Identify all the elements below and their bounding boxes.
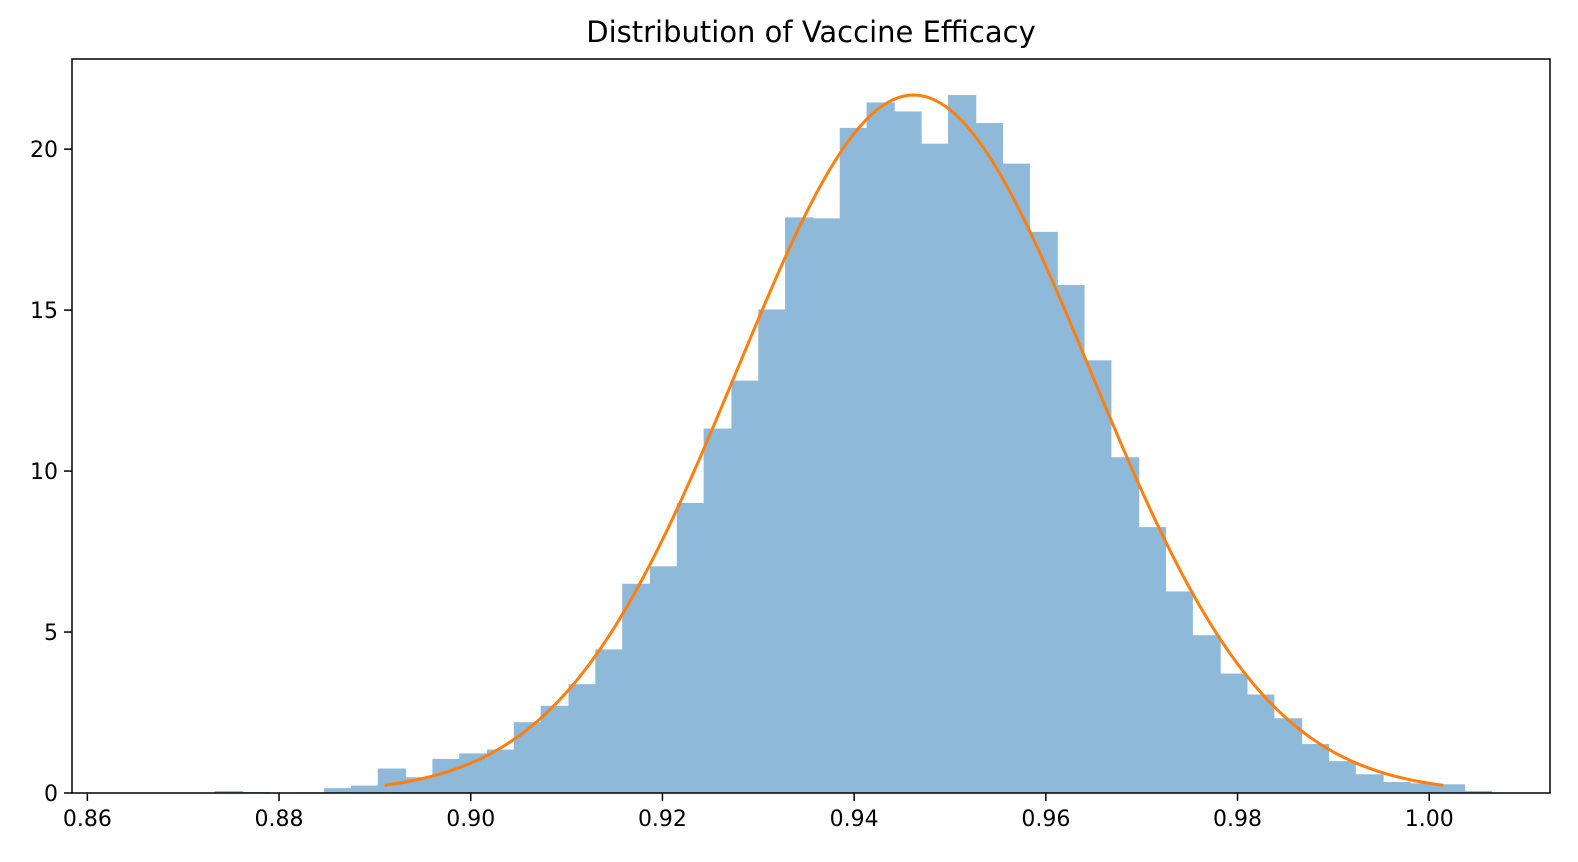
- histogram-bar: [1247, 694, 1275, 793]
- histogram-bar: [568, 684, 596, 793]
- histogram-bar: [1355, 774, 1384, 793]
- histogram-bars: [214, 95, 1492, 794]
- plot-frame: [71, 58, 1551, 794]
- y-axis-ticks: 0 5 10 15 20: [30, 138, 72, 807]
- histogram-bar: [894, 111, 922, 794]
- histogram-bar: [459, 753, 488, 793]
- histogram-bar: [1436, 784, 1466, 793]
- histogram-bar: [1057, 284, 1085, 793]
- histogram-bar: [703, 428, 732, 793]
- histogram-bar: [1383, 782, 1411, 793]
- histogram-bar: [1410, 783, 1438, 793]
- histogram-bar: [1301, 744, 1329, 793]
- histogram-bar: [1165, 591, 1193, 793]
- histogram-bar: [622, 583, 651, 793]
- histogram-bar: [866, 102, 895, 793]
- histogram-bar: [1192, 635, 1221, 793]
- histogram-bar: [649, 566, 678, 793]
- histogram-bar: [758, 309, 786, 793]
- x-axis-ticks: 0.86 0.88 0.90 0.92 0.94 0.96 0.98 1.00: [63, 793, 1454, 832]
- histogram-bar: [948, 95, 977, 793]
- histogram-bar: [350, 785, 379, 793]
- histogram-bar: [214, 791, 244, 793]
- histogram-bar: [731, 380, 759, 793]
- histogram-bar: [1220, 673, 1248, 793]
- x-tick-label: 0.94: [830, 807, 879, 832]
- chart-title: Distribution of Vaccine Efficacy: [586, 15, 1036, 49]
- histogram-bar: [487, 749, 515, 793]
- histogram-bar: [1273, 718, 1303, 793]
- histogram-bar: [324, 788, 352, 793]
- histogram-bar: [839, 127, 867, 793]
- histogram-bar: [975, 123, 1004, 793]
- x-tick-label: 1.00: [1405, 807, 1454, 832]
- histogram-bar: [1002, 163, 1030, 793]
- histogram-bar: [785, 217, 814, 793]
- x-tick-label: 0.86: [63, 807, 112, 832]
- y-tick-label: 5: [44, 621, 58, 646]
- histogram-bar: [1029, 231, 1058, 793]
- x-tick-label: 0.92: [638, 807, 687, 832]
- histogram-bar: [1084, 360, 1112, 793]
- histogram-bar: [1328, 761, 1356, 793]
- histogram-bar: [676, 502, 705, 793]
- histogram-bar: [812, 218, 841, 794]
- x-tick-label: 0.98: [1213, 807, 1262, 832]
- y-tick-label: 15: [30, 299, 58, 324]
- x-tick-label: 0.96: [1021, 807, 1070, 832]
- y-tick-label: 20: [30, 138, 58, 163]
- histogram-bar: [1138, 527, 1167, 793]
- histogram-bar: [595, 649, 623, 793]
- histogram-bar: [540, 705, 569, 793]
- y-tick-label: 10: [30, 460, 58, 485]
- histogram-bar: [1464, 791, 1492, 793]
- histogram-bar: [921, 143, 949, 794]
- normal-fit-curve: [384, 93, 1444, 787]
- y-tick-label: 0: [44, 782, 58, 807]
- x-tick-label: 0.88: [255, 807, 304, 832]
- x-tick-label: 0.90: [446, 807, 495, 832]
- histogram-bar: [513, 722, 542, 793]
- histogram-bar: [377, 768, 406, 793]
- histogram-bar: [1111, 457, 1140, 793]
- fit-curve-layer: [384, 93, 1444, 787]
